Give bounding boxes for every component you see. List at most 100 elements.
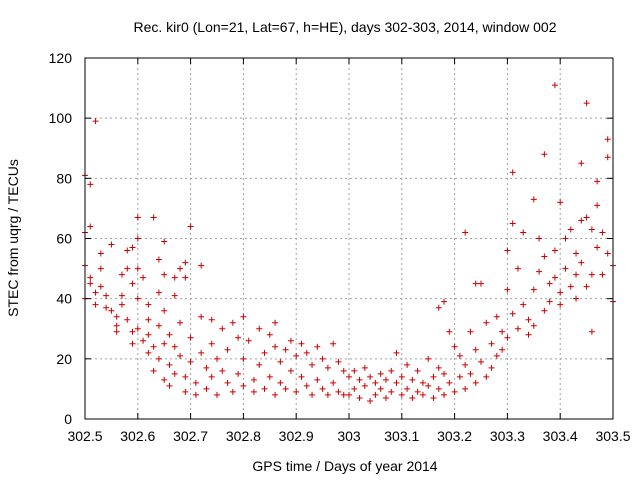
data-point xyxy=(541,307,548,314)
data-point xyxy=(208,340,215,347)
data-point xyxy=(504,247,511,254)
data-point xyxy=(588,271,595,278)
data-point xyxy=(198,262,205,269)
data-point xyxy=(219,367,226,374)
data-point xyxy=(161,340,168,347)
data-point xyxy=(235,334,242,341)
data-point xyxy=(87,181,94,188)
x-tick-label: 302.9 xyxy=(279,428,314,444)
data-point xyxy=(382,394,389,401)
data-point xyxy=(472,346,479,353)
data-point xyxy=(441,298,448,305)
data-point xyxy=(182,373,189,380)
data-point xyxy=(335,388,342,395)
data-point xyxy=(203,364,210,371)
data-point xyxy=(293,352,300,359)
data-point xyxy=(604,250,611,257)
data-point xyxy=(583,100,590,107)
data-point xyxy=(509,169,516,176)
data-point xyxy=(129,340,136,347)
data-point xyxy=(551,274,558,281)
data-point xyxy=(150,367,157,374)
data-point xyxy=(187,334,194,341)
data-point xyxy=(504,334,511,341)
data-point xyxy=(224,346,231,353)
data-point xyxy=(509,310,516,317)
data-point xyxy=(314,343,321,350)
x-tick-label: 303.3 xyxy=(490,428,525,444)
data-point xyxy=(309,361,316,368)
data-point xyxy=(298,340,305,347)
data-point xyxy=(525,331,532,338)
data-point xyxy=(409,394,416,401)
data-point xyxy=(372,391,379,398)
data-point xyxy=(182,274,189,281)
x-tick-label: 303 xyxy=(337,428,361,444)
chart-title: Rec. kir0 (Lon=21, Lat=67, h=HE), days 3… xyxy=(134,19,557,35)
data-point xyxy=(435,385,442,392)
data-point xyxy=(293,388,300,395)
data-point xyxy=(171,370,178,377)
data-point xyxy=(504,286,511,293)
y-tick-label: 40 xyxy=(56,291,72,307)
data-point xyxy=(414,367,421,374)
data-point xyxy=(166,361,173,368)
data-point xyxy=(240,382,247,389)
data-point xyxy=(557,199,564,206)
data-point xyxy=(419,391,426,398)
data-point xyxy=(214,391,220,398)
data-point xyxy=(599,229,606,236)
data-point xyxy=(472,379,479,386)
data-point xyxy=(97,265,104,272)
data-point xyxy=(314,376,321,383)
data-point xyxy=(272,343,279,350)
data-point xyxy=(483,373,490,380)
data-point xyxy=(161,271,168,278)
data-point xyxy=(287,367,294,374)
data-point xyxy=(282,346,289,353)
data-point xyxy=(583,283,590,290)
data-point xyxy=(177,265,184,272)
data-point xyxy=(214,355,220,362)
data-point xyxy=(382,376,389,383)
x-tick-label: 303.4 xyxy=(543,428,578,444)
data-point xyxy=(594,244,601,251)
data-point xyxy=(134,235,141,242)
data-point xyxy=(499,328,506,335)
data-point xyxy=(103,292,110,299)
data-point xyxy=(462,361,469,368)
data-point xyxy=(546,298,553,305)
data-point xyxy=(134,325,141,332)
data-point xyxy=(488,364,495,371)
data-point xyxy=(377,370,384,377)
data-point xyxy=(330,340,337,347)
data-point xyxy=(536,268,543,275)
data-point xyxy=(92,118,99,125)
data-point xyxy=(536,235,543,242)
data-point xyxy=(451,343,458,350)
x-tick-label: 303.2 xyxy=(437,428,472,444)
data-point xyxy=(240,355,247,362)
data-point xyxy=(266,373,273,380)
data-point xyxy=(478,280,484,287)
data-point xyxy=(493,313,500,320)
x-tick-label: 303.1 xyxy=(384,428,419,444)
y-tick-label: 80 xyxy=(56,170,72,186)
y-tick-label: 100 xyxy=(49,110,73,126)
data-point xyxy=(187,223,194,230)
data-point xyxy=(604,154,611,161)
data-point xyxy=(530,322,537,329)
data-point xyxy=(414,388,421,395)
data-point xyxy=(367,373,374,380)
data-point xyxy=(340,367,347,374)
data-point xyxy=(224,379,231,386)
data-point xyxy=(145,349,152,356)
data-point xyxy=(182,388,189,395)
data-point xyxy=(155,289,162,296)
data-point xyxy=(87,274,94,281)
data-point xyxy=(462,385,469,392)
data-point xyxy=(398,391,405,398)
data-point xyxy=(118,271,125,278)
data-point xyxy=(546,280,553,287)
data-point xyxy=(530,286,537,293)
